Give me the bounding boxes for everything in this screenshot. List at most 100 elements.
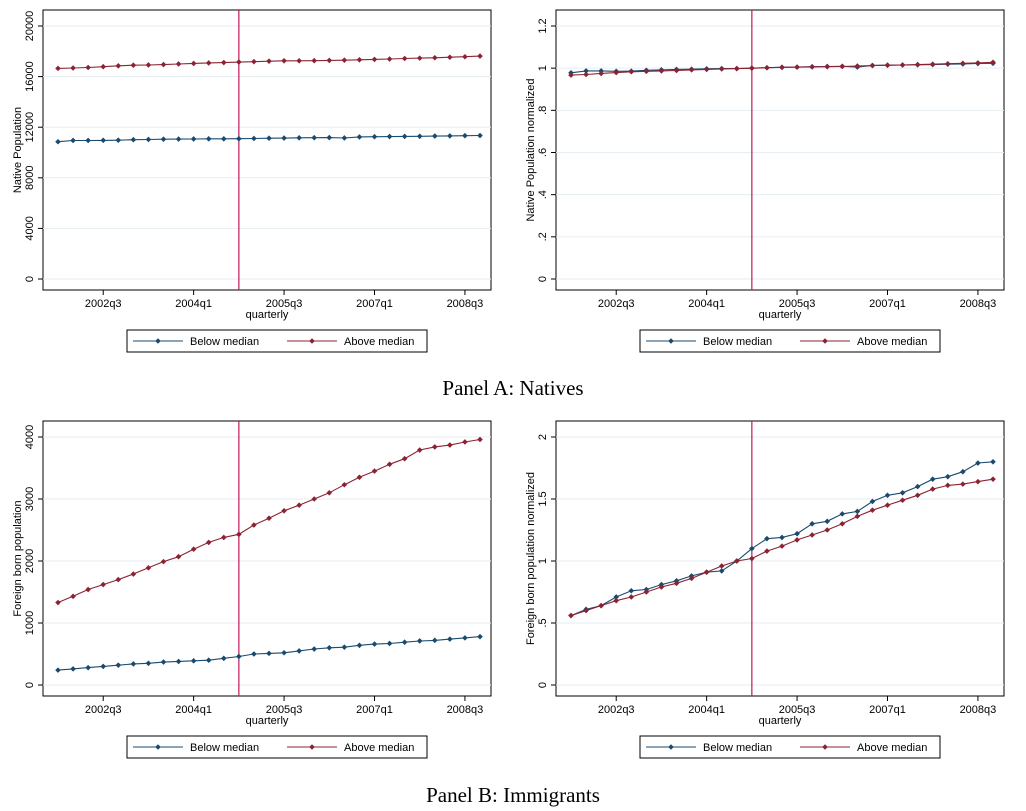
data-point: [356, 134, 363, 140]
data-point: [371, 468, 378, 474]
data-point: [416, 638, 423, 644]
y-tick-label: 1.5: [537, 491, 549, 506]
data-point: [462, 132, 468, 139]
chart-svg: 0 .2 .4 .6 .8 1 1.2 2002q3 2004q1 2005q3 2007q1 200…: [525, 9, 1005, 353]
data-point: [643, 68, 650, 75]
data-point: [960, 468, 966, 475]
data-point: [130, 571, 137, 577]
data-point: [583, 607, 589, 614]
panel-b-caption: Panel B: Immigrants: [426, 783, 600, 807]
data-point: [733, 558, 740, 564]
data-point: [854, 508, 861, 515]
y-tick-label: .5: [537, 618, 549, 627]
data-point: [718, 563, 725, 569]
data-point: [296, 135, 302, 141]
data-point: [70, 666, 76, 672]
data-point: [929, 476, 936, 482]
data-point: [749, 545, 755, 552]
data-point: [764, 535, 770, 542]
data-point: [431, 637, 438, 644]
data-point: [100, 137, 107, 144]
data-point: [145, 62, 152, 68]
data-point: [100, 663, 107, 670]
data-point: [205, 60, 212, 66]
x-axis-title: quarterly: [246, 309, 289, 321]
data-point: [975, 60, 981, 66]
data-point: [809, 532, 815, 538]
data-point: [386, 640, 393, 647]
data-point: [944, 60, 951, 67]
legend-label: Below median: [703, 336, 772, 348]
data-point: [326, 57, 333, 64]
x-tick-label: 2008q3: [447, 704, 484, 716]
y-tick-label: 2000: [24, 549, 36, 573]
data-point: [281, 57, 287, 64]
data-point: [160, 61, 167, 68]
data-point: [447, 54, 453, 61]
data-point: [205, 136, 212, 142]
chart-bottom-right: 0 .5 1 1.5 2 2002q3 2004q1 2005q3 2007q1 2008q3 qu…: [513, 405, 1026, 777]
x-tick-label: 2005q3: [779, 298, 816, 310]
y-axis-title: Foreign born population normalized: [525, 472, 537, 645]
x-tick-label: 2007q1: [869, 298, 906, 310]
y-axis-title: Native Population normalized: [525, 78, 537, 221]
data-point: [145, 565, 152, 571]
y-tick-label: 20000: [24, 11, 36, 42]
legend-label: Above median: [344, 336, 414, 348]
data-point: [824, 527, 831, 533]
data-point: [854, 513, 861, 520]
data-point: [401, 639, 408, 646]
legend: [126, 329, 428, 353]
x-tick-label: 2004q1: [175, 704, 212, 716]
data-point: [839, 511, 846, 517]
data-point: [205, 657, 212, 663]
data-point: [673, 580, 680, 587]
chart-svg: 0 1000 2000 3000 4000 2002q3 2004q1 2005q3 2007q…: [12, 420, 492, 759]
y-tick-label: 8000: [24, 166, 36, 190]
data-point: [899, 62, 906, 68]
data-point: [85, 664, 91, 671]
plot-area: [42, 420, 492, 697]
data-point: [281, 135, 287, 141]
data-point: [371, 641, 378, 647]
data-point: [341, 644, 348, 650]
y-axis-title: Native Population: [12, 107, 24, 193]
data-point: [839, 521, 846, 527]
chart-bottom-left: 0 1000 2000 3000 4000 2002q3 2004q1 2005q3 2007q…: [0, 405, 513, 777]
data-point: [764, 548, 770, 554]
data-point: [688, 67, 695, 73]
x-tick-label: 2002q3: [598, 298, 635, 310]
data-point: [236, 653, 242, 660]
data-point: [175, 658, 182, 665]
y-tick-label: 12000: [24, 112, 36, 143]
data-point: [220, 59, 227, 66]
y-tick-label: .6: [537, 148, 549, 157]
data-point: [477, 53, 483, 59]
data-point: [115, 63, 122, 69]
data-point: [55, 65, 61, 72]
legend-label: Above median: [857, 336, 927, 348]
data-point: [718, 568, 725, 574]
data-point: [356, 642, 363, 649]
data-point: [703, 569, 710, 575]
data-point: [613, 594, 620, 600]
data-point: [749, 65, 755, 71]
data-point: [688, 575, 695, 582]
data-point: [854, 63, 861, 69]
data-point: [55, 667, 61, 673]
legend-label: Below median: [190, 742, 259, 754]
data-point: [190, 658, 197, 664]
y-tick-label: 2: [537, 434, 549, 440]
data-point: [190, 136, 197, 142]
data-point: [205, 539, 212, 546]
data-point: [220, 655, 227, 662]
data-point: [477, 633, 483, 640]
data-point: [220, 534, 227, 541]
y-tick-label: 0: [24, 276, 36, 282]
chart-svg: 0 4000 8000 12000 16000 20000 2002q3 2004q1 2005…: [12, 9, 492, 353]
data-point: [296, 648, 302, 654]
x-tick-label: 2007q1: [356, 298, 393, 310]
data-point: [386, 56, 393, 62]
data-point: [944, 482, 951, 489]
data-point: [70, 137, 76, 144]
